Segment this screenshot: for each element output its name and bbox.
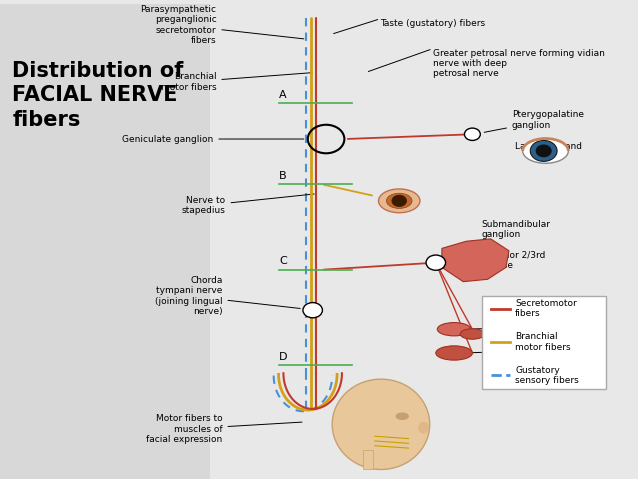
Text: Anterior 2/3rd
tongue: Anterior 2/3rd tongue [475, 251, 545, 270]
Text: Secretomotor
fibers: Secretomotor fibers [515, 299, 577, 319]
Text: Submandibular
ganglion: Submandibular ganglion [449, 220, 551, 260]
Text: Salivary glands: Salivary glands [500, 309, 569, 318]
Text: Greater petrosal nerve forming vidian
nerve with deep
petrosaI nerve: Greater petrosal nerve forming vidian ne… [433, 49, 605, 79]
Circle shape [392, 195, 406, 206]
FancyBboxPatch shape [482, 296, 607, 388]
Text: D: D [279, 352, 288, 362]
Text: Pterygopalatine
ganglion: Pterygopalatine ganglion [484, 110, 584, 132]
Text: Submandibular: Submandibular [466, 346, 569, 355]
Text: Taste (gustatory) fibers: Taste (gustatory) fibers [380, 19, 486, 28]
Ellipse shape [418, 422, 429, 433]
Text: Motor fibers to
muscles of
facial expression: Motor fibers to muscles of facial expres… [146, 414, 302, 444]
Circle shape [426, 255, 445, 270]
Polygon shape [362, 450, 373, 469]
Polygon shape [442, 239, 509, 282]
Text: Parasympathetic
preganglionic
secretomotor
fibers: Parasympathetic preganglionic secretomot… [140, 5, 304, 45]
Text: B: B [279, 171, 287, 181]
FancyBboxPatch shape [0, 3, 211, 479]
Text: Branchial
motor fibers: Branchial motor fibers [161, 72, 313, 91]
Ellipse shape [436, 346, 472, 360]
Text: Nerve to
stapedius: Nerve to stapedius [182, 194, 314, 215]
Ellipse shape [437, 322, 471, 336]
Ellipse shape [378, 189, 420, 213]
Ellipse shape [523, 138, 568, 163]
Text: Chorda
tympani nerve
(joining lingual
nerve): Chorda tympani nerve (joining lingual ne… [155, 276, 300, 316]
Text: Geniculate ganglion: Geniculate ganglion [122, 135, 304, 144]
Text: Sublingual: Sublingual [472, 322, 547, 331]
Text: A: A [279, 90, 287, 100]
Ellipse shape [460, 329, 485, 339]
Circle shape [530, 140, 557, 161]
Circle shape [303, 303, 322, 318]
Circle shape [464, 128, 480, 140]
Text: Gustatory
sensory fibers: Gustatory sensory fibers [515, 365, 579, 385]
Text: C: C [279, 256, 287, 266]
Text: Lacrimal gland: Lacrimal gland [515, 142, 582, 151]
Text: Distribution of
FACIAL NERVE
fibers: Distribution of FACIAL NERVE fibers [12, 60, 184, 130]
Ellipse shape [387, 193, 412, 208]
Ellipse shape [396, 412, 409, 420]
Text: Branchial
motor fibers: Branchial motor fibers [515, 332, 570, 352]
Circle shape [537, 145, 551, 157]
Ellipse shape [332, 379, 430, 469]
